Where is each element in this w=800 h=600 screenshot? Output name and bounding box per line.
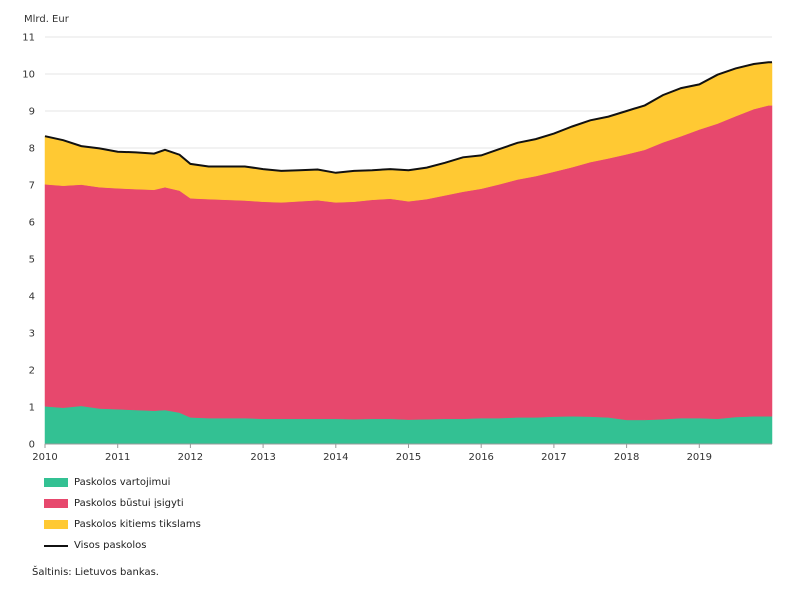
legend-swatch-housing [44, 499, 68, 508]
x-tick-label-2015: 2015 [396, 452, 421, 463]
legend-item-other: Paskolos kitiems tikslams [44, 514, 201, 535]
axes: 0 1 2 3 4 5 6 7 8 9 10 11 2010 2011 2012 2013 2014 2015 20… [22, 33, 772, 463]
y-tick-label-2: 2 [29, 366, 35, 377]
y-tick-label-11: 11 [22, 33, 35, 44]
x-tick-label-2018: 2018 [614, 452, 639, 463]
x-tick-label-2010: 2010 [32, 452, 57, 463]
legend-swatch-other [44, 520, 68, 529]
legend-swatch-total [44, 544, 68, 547]
line-series-total [44, 61, 772, 174]
y-tick-label-3: 3 [29, 329, 35, 340]
y-tick-label-1: 1 [29, 403, 35, 414]
x-tick-label-2013: 2013 [250, 452, 275, 463]
x-tick-label-2012: 2012 [178, 452, 203, 463]
legend-item-total: Visos paskolos [44, 535, 201, 556]
legend-item-housing: Paskolos būstui įsigyti [44, 493, 201, 514]
y-tick-label-6: 6 [29, 218, 35, 229]
legend-label-consumer: Paskolos vartojimui [74, 477, 171, 488]
y-tick-label-5: 5 [29, 255, 35, 266]
stacked-areas [44, 61, 773, 445]
y-axis-label: Mlrd. Eur [24, 14, 70, 25]
legend-label-total: Visos paskolos [74, 540, 147, 551]
total-line [44, 61, 772, 174]
y-tick-label-8: 8 [29, 144, 35, 155]
y-tick-label-4: 4 [29, 292, 35, 303]
x-tick-label-2016: 2016 [468, 452, 493, 463]
x-tick-label-2011: 2011 [105, 452, 130, 463]
y-tick-label-10: 10 [22, 70, 35, 81]
y-tick-label-0: 0 [29, 440, 35, 451]
legend-label-housing: Paskolos būstui įsigyti [74, 498, 184, 509]
legend-label-other: Paskolos kitiems tikslams [74, 519, 201, 530]
x-tick-label-2019: 2019 [687, 452, 712, 463]
legend-item-consumer: Paskolos vartojimui [44, 472, 201, 493]
y-tick-label-9: 9 [29, 107, 35, 118]
y-tick-label-7: 7 [29, 181, 35, 192]
source-note: Šaltinis: Lietuvos bankas. [32, 567, 159, 578]
legend: Paskolos vartojimui Paskolos būstui įsig… [44, 472, 201, 556]
legend-swatch-consumer [44, 478, 68, 487]
x-tick-label-2014: 2014 [323, 452, 348, 463]
x-tick-label-2017: 2017 [541, 452, 566, 463]
